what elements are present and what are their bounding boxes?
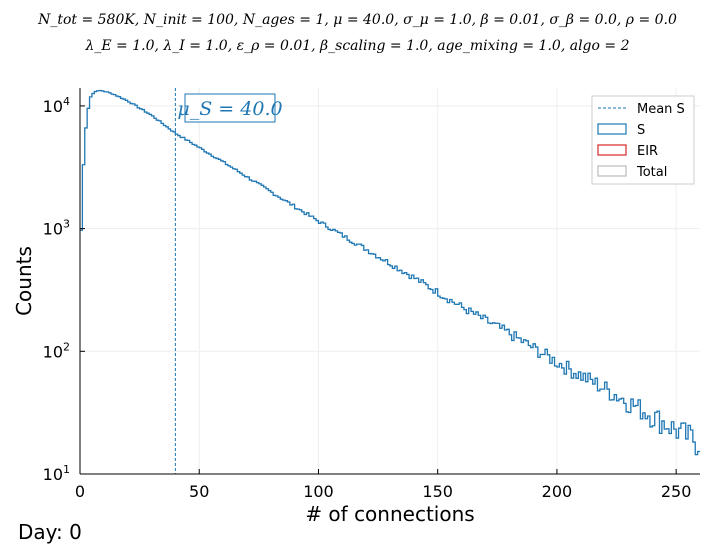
y-tick-label: 101 bbox=[43, 463, 70, 484]
x-tick-label: 100 bbox=[303, 482, 334, 501]
x-axis-label: # of connections bbox=[305, 502, 474, 526]
y-tick-label: 103 bbox=[43, 218, 70, 239]
x-tick-label: 150 bbox=[422, 482, 453, 501]
mean-annotation-box bbox=[184, 93, 276, 123]
chart-title-line-2: λ_E = 1.0, λ_I = 1.0, ε_ρ = 0.01, β_scal… bbox=[85, 38, 630, 54]
legend-label: S bbox=[637, 123, 645, 138]
legend-label: Mean S bbox=[637, 102, 685, 117]
legend-swatch bbox=[597, 123, 627, 135]
y-tick-label: 104 bbox=[43, 95, 70, 116]
y-axis-label: Counts bbox=[12, 246, 36, 316]
mean-annotation-label: μ_S = 40.0 bbox=[177, 98, 282, 120]
legend-label: Total bbox=[636, 165, 667, 180]
x-tick-label: 0 bbox=[75, 482, 85, 501]
legend-label: EIR bbox=[637, 144, 658, 159]
legend-swatch bbox=[597, 144, 627, 156]
legend-swatch bbox=[597, 165, 627, 177]
x-tick-label: 250 bbox=[661, 482, 692, 501]
chart-title-line-1: N_tot = 580K, N_init = 100, N_ages = 1, … bbox=[38, 12, 677, 28]
x-tick-label: 50 bbox=[189, 482, 209, 501]
y-tick-label: 102 bbox=[43, 340, 70, 361]
day-label: Day: 0 bbox=[18, 520, 82, 544]
series-s-step-line bbox=[80, 89, 700, 456]
x-tick-label: 200 bbox=[542, 482, 573, 501]
